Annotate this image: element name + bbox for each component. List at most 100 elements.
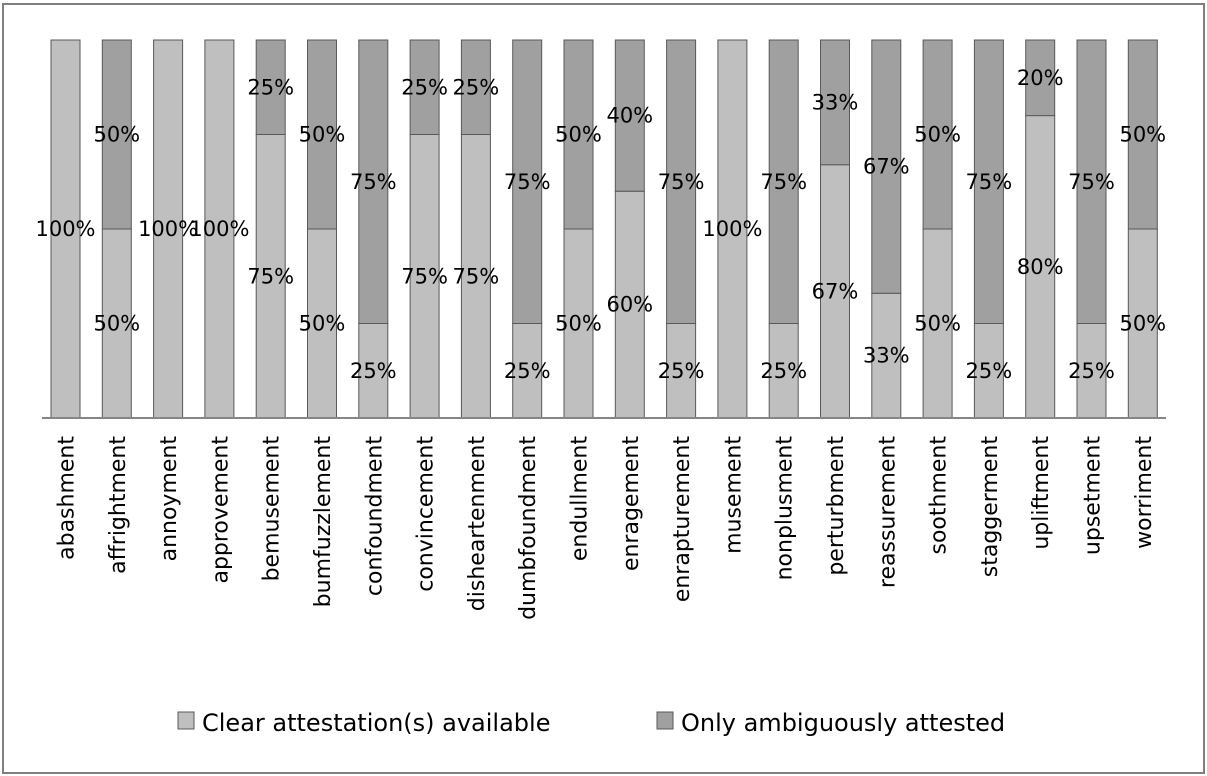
bar-segment-clear-annoyment	[153, 39, 184, 419]
category-label-dumbfoundment: dumbfoundment	[516, 436, 541, 620]
value-label-clear-perturbment: 67%	[812, 279, 859, 303]
value-label-ambiguous-dumbfoundment: 75%	[504, 170, 551, 194]
bar-segment-ambiguous-bumfuzzlement	[307, 39, 337, 230]
category-label-staggerment: staggerment	[978, 436, 1003, 578]
value-label-ambiguous-confoundment: 75%	[350, 170, 397, 194]
category-label-annoyment: annoyment	[157, 436, 182, 562]
bar-segment-ambiguous-dumbfoundment	[512, 39, 543, 324]
value-label-clear-staggerment: 25%	[966, 359, 1013, 383]
bar-segment-ambiguous-nonplusment	[768, 39, 799, 324]
category-label-upsetment: upsetment	[1081, 436, 1106, 555]
value-label-clear-upliftment: 80%	[1017, 255, 1064, 279]
value-label-clear-enragement: 60%	[606, 293, 653, 317]
value-label-ambiguous-reassurement: 67%	[863, 155, 910, 179]
value-label-clear-approvement: 100%	[189, 217, 249, 241]
bar-segment-clear-endullment	[563, 228, 594, 419]
bar-segment-clear-staggerment	[973, 323, 1004, 419]
bar-segment-clear-disheartenment	[460, 134, 491, 419]
bar-segment-clear-convincement	[409, 134, 440, 419]
value-label-ambiguous-staggerment: 75%	[966, 170, 1013, 194]
category-label-enragement: enragement	[619, 436, 644, 571]
value-label-ambiguous-affrightment: 50%	[93, 123, 140, 147]
value-label-ambiguous-enrapturement: 75%	[658, 170, 705, 194]
bar-segment-ambiguous-perturbment	[820, 39, 850, 166]
category-label-abashment: abashment	[55, 436, 80, 560]
value-label-clear-disheartenment: 75%	[453, 264, 500, 288]
value-label-ambiguous-bumfuzzlement: 50%	[299, 123, 346, 147]
value-label-ambiguous-disheartenment: 25%	[453, 75, 500, 99]
value-label-clear-bemusement: 75%	[247, 264, 294, 288]
value-label-clear-convincement: 75%	[401, 264, 448, 288]
bar-segment-ambiguous-reassurement	[871, 39, 902, 294]
category-labels-layer: abashment affrightment annoyment approvemen…	[55, 436, 1157, 620]
value-label-ambiguous-upliftment: 20%	[1017, 66, 1064, 90]
value-label-clear-affrightment: 50%	[93, 312, 140, 336]
category-label-bumfuzzlement: bumfuzzlement	[311, 436, 336, 608]
bar-segment-clear-musement	[717, 39, 748, 419]
value-label-clear-confoundment: 25%	[350, 359, 397, 383]
bar-segment-ambiguous-endullment	[563, 39, 594, 230]
bar-segment-ambiguous-worriment	[1127, 39, 1158, 230]
value-label-ambiguous-convincement: 25%	[401, 75, 448, 99]
value-label-clear-reassurement: 33%	[863, 344, 910, 368]
bar-segment-ambiguous-disheartenment	[460, 39, 491, 135]
bar-segment-ambiguous-convincement	[409, 39, 440, 135]
category-label-endullment: endullment	[568, 436, 593, 562]
value-label-clear-endullment: 50%	[555, 312, 602, 336]
category-label-worriment: worriment	[1132, 436, 1157, 549]
category-label-enrapturement: enrapturement	[670, 436, 695, 603]
value-label-clear-dumbfoundment: 25%	[504, 359, 551, 383]
bar-segment-clear-reassurement	[871, 292, 902, 419]
category-label-approvement: approvement	[208, 436, 233, 584]
value-label-ambiguous-soothment: 50%	[914, 123, 961, 147]
value-labels-layer: 100%50%50%100%100%75%25%50%50%25%75%75%2…	[35, 66, 1166, 383]
bar-segment-clear-bemusement	[255, 134, 286, 419]
legend-swatch-ambiguous	[656, 711, 674, 730]
category-label-musement: musement	[721, 436, 746, 554]
category-label-confoundment: confoundment	[362, 436, 387, 596]
legend: Clear attestation(s) available Only ambig…	[177, 709, 1005, 737]
category-label-affrightment: affrightment	[106, 436, 131, 574]
value-label-ambiguous-endullment: 50%	[555, 123, 602, 147]
value-label-ambiguous-upsetment: 75%	[1068, 170, 1115, 194]
category-label-convincement: convincement	[414, 436, 439, 592]
value-label-ambiguous-enragement: 40%	[606, 104, 653, 128]
bar-segment-ambiguous-enrapturement	[666, 39, 697, 324]
value-label-clear-upsetment: 25%	[1068, 359, 1115, 383]
value-label-ambiguous-bemusement: 25%	[247, 75, 294, 99]
category-label-disheartenment: disheartenment	[465, 436, 490, 612]
category-label-bemusement: bemusement	[260, 436, 285, 582]
value-label-clear-bumfuzzlement: 50%	[299, 312, 346, 336]
value-label-ambiguous-perturbment: 33%	[812, 90, 859, 114]
bar-segment-clear-affrightment	[101, 228, 132, 419]
bar-segment-clear-worriment	[1127, 228, 1158, 419]
value-label-clear-nonplusment: 25%	[760, 359, 807, 383]
legend-label-clear: Clear attestation(s) available	[202, 709, 550, 737]
category-label-reassurement: reassurement	[875, 436, 900, 588]
legend-swatch-clear	[177, 711, 195, 730]
bar-segment-ambiguous-upsetment	[1076, 39, 1107, 324]
value-label-clear-annoyment: 100%	[138, 217, 198, 241]
category-label-perturbment: perturbment	[824, 436, 849, 576]
value-label-clear-soothment: 50%	[914, 312, 961, 336]
value-label-clear-abashment: 100%	[35, 217, 95, 241]
bar-segment-clear-bumfuzzlement	[307, 228, 337, 419]
value-label-clear-enrapturement: 25%	[658, 359, 705, 383]
bar-segment-ambiguous-confoundment	[358, 39, 389, 324]
value-label-ambiguous-worriment: 50%	[1119, 123, 1166, 147]
category-label-nonplusment: nonplusment	[773, 436, 798, 581]
legend-label-ambiguous: Only ambiguously attested	[681, 709, 1005, 737]
bar-segment-clear-soothment	[922, 228, 953, 419]
value-label-ambiguous-nonplusment: 75%	[760, 170, 807, 194]
bar-segment-clear-enrapturement	[666, 323, 697, 419]
value-label-clear-worriment: 50%	[1119, 312, 1166, 336]
chart-frame	[2, 3, 1205, 774]
category-label-soothment: soothment	[927, 436, 952, 555]
bar-segment-ambiguous-bemusement	[255, 39, 286, 135]
bar-segment-ambiguous-enragement	[614, 39, 645, 192]
bar-segment-ambiguous-upliftment	[1025, 39, 1056, 117]
category-label-upliftment: upliftment	[1029, 436, 1054, 550]
bar-segment-ambiguous-staggerment	[973, 39, 1004, 324]
bar-segment-clear-perturbment	[820, 164, 850, 419]
